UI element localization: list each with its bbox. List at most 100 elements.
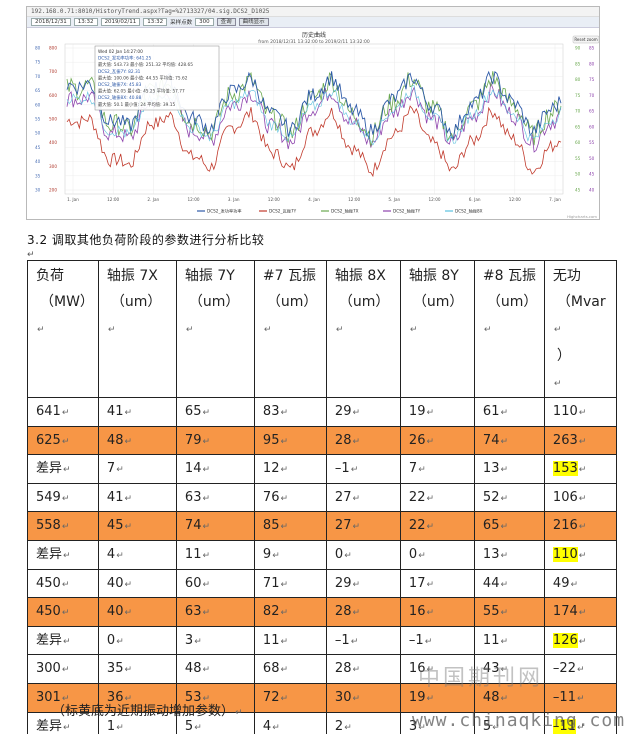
table-cell: 4↵ [253,711,327,734]
table-row: 450↵ 40↵ 63↵ 82↵ 28↵ 16↵ 55↵ 174↵ [27,597,617,627]
start-time-input[interactable]: 13:32 [73,18,98,26]
table-cell: 450↵ [27,568,99,599]
x-tick-label: 6. Jan [469,197,481,202]
table-cell: 0↵ [325,539,401,570]
table-cell: 41↵ [97,397,177,427]
table-cell: 差异↵ [27,454,99,484]
table-cell: 2↵ [325,711,401,734]
table-cell: 71↵ [253,568,327,599]
x-tick-label: 7. Jan [549,197,561,202]
right-axis2-tick: 60 [589,124,595,129]
table-cell: 40↵ [97,568,177,599]
footnote: （标黄底为近期振动增加参数）↵ [52,704,243,719]
density-label: 采样点数 [170,20,193,26]
table-cell: 28↵ [325,597,401,627]
left-axis2-tick: 300 [49,164,57,169]
left-axis-tick: 50 [35,131,41,136]
tooltip-line: Wed 02 Jan 14:27:00 [98,49,143,55]
table-cell: 68↵ [253,654,327,684]
table-cell: 63↵ [175,482,255,513]
legend-item: DCS2_轴振8X [455,208,483,215]
paragraph-mark-icon: ↵ [27,250,35,260]
x-tick-label: 2. Jan [147,197,159,202]
tooltip-line: 最大值: 543.73 最小值: 251.32 平均值: 428.65 [98,61,193,68]
right-axis2-tick: 70 [589,93,595,98]
table-cell: 82↵ [253,597,327,627]
x-tick-label: 12:00 [428,197,440,202]
table-cell: –1↵ [325,625,401,656]
right-axis2-tick: 55 [589,140,595,145]
table-cell: 65↵ [473,511,545,541]
table-row: 641↵ 41↵ 65↵ 83↵ 29↵ 19↵ 61↵ 110↵ [27,397,617,427]
density-input[interactable]: 300 [195,18,214,26]
tooltip-line: DCS2_轴振7X: 45.83 [98,81,142,88]
right-axis-tick: 60 [575,140,581,145]
right-axis-tick: 90 [575,46,581,51]
table-cell: 625↵ [27,425,99,456]
table-cell: 641↵ [27,397,99,427]
table-cell: 263↵ [543,425,617,456]
vibration-table: 负荷 （MW） ↵ 轴振 7X （um） ↵ 轴振 7Y （um） ↵ #7 瓦振 （um） ↵ 轴振 … [27,260,617,734]
legend-item: DCS2_瓦振7Y [269,208,297,215]
table-cell: 48↵ [97,425,177,456]
query-button[interactable]: 查询 [216,18,236,26]
x-tick-label: 1. Jan [67,197,79,202]
table-cell: 95↵ [253,425,327,456]
table-cell: 40↵ [97,597,177,627]
table-cell: 45↵ [97,511,177,541]
table-row: 差异↵ 1↵ 5↵ 4↵ 2↵ 3↵ 5↵ –11↵ [27,711,617,734]
query-toolbar: 2018/12/31 13:32 2019/02/11 13:32 采样点数 3… [27,17,599,28]
table-cell: 17↵ [399,568,475,599]
browser-url[interactable]: 192.168.0.71:8010/HistoryTrend.aspx?Tag=… [27,7,599,17]
table-cell: 48↵ [175,654,255,684]
table-cell: 19↵ [399,397,475,427]
end-date-input[interactable]: 2019/02/11 [100,18,141,26]
table-cell: –22↵ [543,654,617,684]
table-row: 558↵ 45↵ 74↵ 85↵ 27↵ 22↵ 65↵ 216↵ [27,511,617,541]
start-date-input[interactable]: 2018/12/31 [31,18,71,26]
table-cell: 22↵ [399,482,475,513]
table-cell: 26↵ [399,425,475,456]
left-axis-tick: 65 [35,88,41,93]
x-tick-label: 12:00 [509,197,521,202]
right-axis2-tick: 65 [589,109,595,114]
table-cell: 14↵ [175,454,255,484]
table-row: 300↵ 35↵ 48↵ 68↵ 28↵ 16↵ 43↵ –22↵ [27,654,617,684]
right-axis-tick: 70 [575,109,581,114]
x-tick-label: 12:00 [107,197,119,202]
column-header: 无功 （Mvar ↵） ↵ [543,260,617,398]
watermark-url: www.chinaqking.com [412,710,626,731]
x-tick-label: 12:00 [187,197,199,202]
end-time-input[interactable]: 13:32 [143,18,168,26]
left-axis2-tick: 400 [49,140,57,145]
table-cell: 110↵ [543,539,617,570]
table-cell: 差异↵ [27,539,99,570]
table-row: 625↵ 48↵ 79↵ 95↵ 28↵ 26↵ 74↵ 263↵ [27,425,617,456]
table-cell: 29↵ [325,397,401,427]
show-curve-button[interactable]: 曲线显示 [238,18,269,26]
table-row: 549↵ 41↵ 63↵ 76↵ 27↵ 22↵ 52↵ 106↵ [27,482,617,513]
reset-zoom-button[interactable] [572,35,599,44]
left-axis2-tick: 800 [49,46,57,51]
table-cell: –11↵ [543,682,617,713]
table-cell: 106↵ [543,482,617,513]
left-axis-tick: 60 [35,102,41,107]
chart-subtitle: from 2018/12/31 13:32:00 to 2019/2/11 13… [258,39,370,45]
table-cell: 216↵ [543,511,617,541]
left-axis2-tick: 500 [49,117,57,122]
table-cell: 28↵ [325,654,401,684]
left-axis-tick: 45 [35,145,41,150]
table-cell: 27↵ [325,482,401,513]
table-cell: 0↵ [97,625,177,656]
table-cell: 36↵ [97,682,177,713]
table-cell: 0↵ [399,539,475,570]
table-cell: 5↵ [175,711,255,734]
legend-item: DCS2_轴振7X [331,208,359,215]
table-cell: 13↵ [473,539,545,570]
table-cell: 65↵ [175,397,255,427]
left-axis-tick: 35 [35,173,41,178]
table-cell: 11↵ [253,625,327,656]
table-cell: 35↵ [97,654,177,684]
table-cell: 85↵ [253,511,327,541]
